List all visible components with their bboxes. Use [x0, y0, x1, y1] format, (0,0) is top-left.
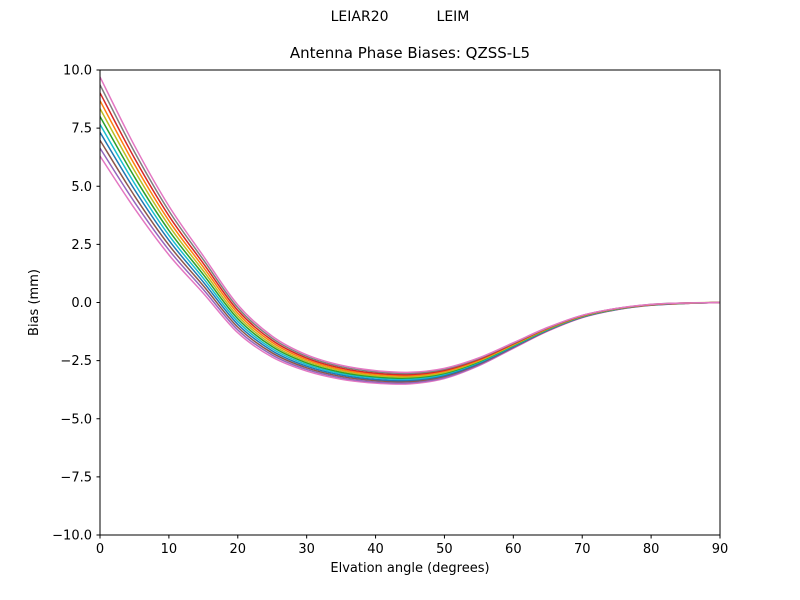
y-tick-label: 0.0	[71, 296, 92, 311]
y-tick-label: −5.0	[60, 412, 92, 427]
series-line-line-10	[100, 84, 720, 375]
x-tick-label: 40	[367, 542, 384, 557]
y-tick-label: 7.5	[71, 122, 92, 137]
chart-title: Antenna Phase Biases: QZSS-L5	[289, 44, 531, 62]
x-tick-label: 20	[230, 542, 247, 557]
series-line-line-05	[100, 124, 720, 381]
x-tick-label: 0	[96, 542, 104, 557]
series-line-line-11	[100, 76, 720, 374]
series-line-line-07	[100, 108, 720, 378]
suptitle-station-name: LEIM	[436, 9, 470, 25]
y-tick-label: 10.0	[63, 64, 92, 79]
y-tick-label: 5.0	[71, 180, 92, 195]
y-tick-label: −7.5	[60, 470, 92, 485]
series-line-line-08	[100, 100, 720, 377]
x-tick-label: 30	[298, 542, 315, 557]
x-tick-label: 80	[643, 542, 660, 557]
figure-suptitle: LEIAR20 LEIM	[0, 9, 800, 25]
x-tick-label: 70	[574, 542, 591, 557]
y-axis-label: Bias (mm)	[27, 269, 42, 336]
suptitle-antenna-name: LEIAR20	[330, 9, 389, 25]
y-tick-label: −2.5	[60, 354, 92, 369]
series-layer	[100, 76, 720, 385]
y-tick-label: −10.0	[52, 529, 92, 544]
axes-ticks-layer: 0 10 20 30 40 50 60 70 80 90 −10.0 −7.5 −5.0 −2.5 0.0 2…	[52, 64, 728, 558]
axes-frame	[99, 69, 721, 536]
x-tick-label: 60	[505, 542, 522, 557]
series-line-line-09	[100, 92, 720, 376]
x-tick-label: 50	[436, 542, 453, 557]
series-line-line-06	[100, 116, 720, 380]
x-tick-label: 90	[712, 542, 729, 557]
y-tick-label: 2.5	[71, 238, 92, 253]
x-tick-label: 10	[161, 542, 178, 557]
x-axis-label: Elvation angle (degrees)	[330, 561, 489, 576]
